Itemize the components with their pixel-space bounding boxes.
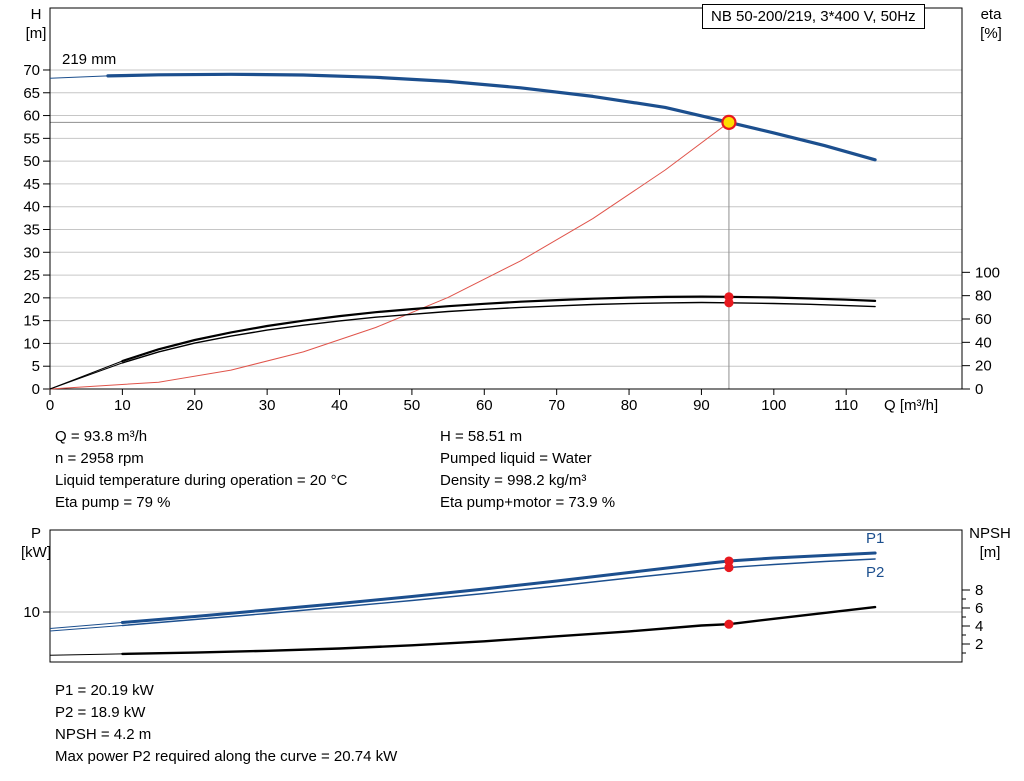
q-axis-unit: Q [m³/h] xyxy=(884,397,939,414)
right-tick-label: 2 xyxy=(975,636,983,653)
x-tick-label: 80 xyxy=(621,397,638,414)
npsh-curve xyxy=(121,605,877,656)
p2-curve-lead xyxy=(49,625,123,632)
eta-pump-motor-curve-lead xyxy=(49,362,123,390)
info-npsh: NPSH = 4.2 m xyxy=(55,726,152,743)
y-tick-label: 0 xyxy=(32,381,40,398)
duty-dot xyxy=(724,562,734,573)
info-liquid-temp: Liquid temperature during operation = 20… xyxy=(55,472,348,489)
eta-axis-label: eta [%] xyxy=(966,5,1016,43)
right-tick-label: 100 xyxy=(975,264,1000,281)
eta-axis-unit: [%] xyxy=(980,25,1002,42)
qh-curve-219mm-lead xyxy=(49,75,108,79)
pump-title-box: NB 50-200/219, 3*400 V, 50Hz xyxy=(702,4,925,29)
y-tick-label: 65 xyxy=(23,85,40,102)
y-tick-label: 50 xyxy=(23,153,40,170)
y-tick-label: 5 xyxy=(32,358,40,375)
y-tick-label: 30 xyxy=(23,244,40,261)
info-p1: P1 = 20.19 kW xyxy=(55,682,154,699)
x-tick-label: 20 xyxy=(186,397,203,414)
eta-axis-symbol: eta xyxy=(980,6,1002,23)
info-n: n = 2958 rpm xyxy=(55,450,144,467)
duty-dot xyxy=(724,619,734,629)
duty-dot xyxy=(724,298,734,308)
h-axis-label: H [m] xyxy=(14,5,58,43)
info-p2: P2 = 18.9 kW xyxy=(55,704,146,721)
right-tick-label: 80 xyxy=(975,288,992,305)
npsh-curve-lead xyxy=(49,653,123,656)
info-h: H = 58.51 m xyxy=(440,428,523,445)
npsh-axis-unit: [m] xyxy=(979,544,1001,561)
p-axis-symbol: P xyxy=(30,525,41,542)
p1-curve xyxy=(120,551,877,624)
x-tick-label: 10 xyxy=(114,397,131,414)
x-tick-label: 30 xyxy=(259,397,276,414)
plot-frame xyxy=(49,7,963,390)
x-tick-label: 50 xyxy=(404,397,421,414)
info-eta-pump: Eta pump = 79 % xyxy=(55,494,171,511)
info-q: Q = 93.8 m³/h xyxy=(55,428,148,445)
right-tick-label: 0 xyxy=(975,381,983,398)
y-tick-label: 20 xyxy=(23,290,40,307)
right-tick-label: 20 xyxy=(975,358,992,375)
npsh-axis-symbol: NPSH xyxy=(969,525,1011,542)
right-tick-label: 60 xyxy=(975,311,992,328)
y-tick-label: 35 xyxy=(23,221,40,238)
qh-eta-chart: 0 5 10 15 20 25 30 35 40 45 50 55 60 65 70 0 10 20 30 40 50 6… xyxy=(23,7,1000,414)
plot-frame xyxy=(49,529,963,663)
p1-curve-lead xyxy=(49,622,123,629)
x-tick-label: 110 xyxy=(834,397,858,414)
eta-pump-motor-curve xyxy=(121,301,876,364)
info-density: Density = 998.2 kg/m³ xyxy=(440,472,587,489)
right-tick-label: 6 xyxy=(975,600,983,617)
y-tick-label: 55 xyxy=(23,130,40,147)
y-tick-label: 25 xyxy=(23,267,40,284)
right-tick-label: 8 xyxy=(975,582,983,599)
x-tick-label: 60 xyxy=(476,397,493,414)
impeller-diameter-label: 219 mm xyxy=(62,51,117,68)
p-axis-label: P [kW] xyxy=(14,524,58,562)
y-tick-label: 60 xyxy=(23,108,40,125)
x-tick-label: 0 xyxy=(46,397,54,414)
x-tick-label: 90 xyxy=(693,397,710,414)
y-tick-label: 10 xyxy=(23,604,40,621)
system-curve xyxy=(49,121,730,390)
npsh-axis-label: NPSH [m] xyxy=(964,524,1016,562)
right-tick-label: 40 xyxy=(975,334,992,351)
p-axis-unit: [kW] xyxy=(21,544,51,561)
qh-curve-219mm xyxy=(106,72,877,162)
p1-curve-label: P1 xyxy=(866,530,885,547)
duty-info-right: H = 58.51 m Pumped liquid = Water Densit… xyxy=(440,426,615,514)
p2-curve xyxy=(121,558,876,627)
x-tick-label: 70 xyxy=(548,397,565,414)
x-tick-label: 100 xyxy=(761,397,786,414)
h-axis-unit: [m] xyxy=(25,25,47,42)
duty-dot xyxy=(724,556,734,566)
info-pumped-liquid: Pumped liquid = Water xyxy=(440,450,592,467)
duty-info-left: Q = 93.8 m³/h n = 2958 rpm Liquid temper… xyxy=(55,426,347,514)
y-tick-label: 15 xyxy=(23,313,40,330)
eta-pump-curve xyxy=(121,295,877,363)
p2-curve-label: P2 xyxy=(866,564,885,581)
y-tick-label: 70 xyxy=(23,62,40,79)
y-tick-label: 40 xyxy=(23,199,40,216)
y-tick-label: 45 xyxy=(23,176,40,193)
right-tick-label: 4 xyxy=(975,618,983,635)
info-eta-pump-motor: Eta pump+motor = 73.9 % xyxy=(440,494,616,511)
h-axis-symbol: H xyxy=(30,6,42,23)
x-tick-label: 40 xyxy=(331,397,348,414)
power-info: P1 = 20.19 kW P2 = 18.9 kW NPSH = 4.2 m … xyxy=(55,680,397,768)
duty-point-marker xyxy=(721,114,737,130)
info-max-power: Max power P2 required along the curve = … xyxy=(55,748,398,765)
y-tick-label: 10 xyxy=(23,335,40,352)
